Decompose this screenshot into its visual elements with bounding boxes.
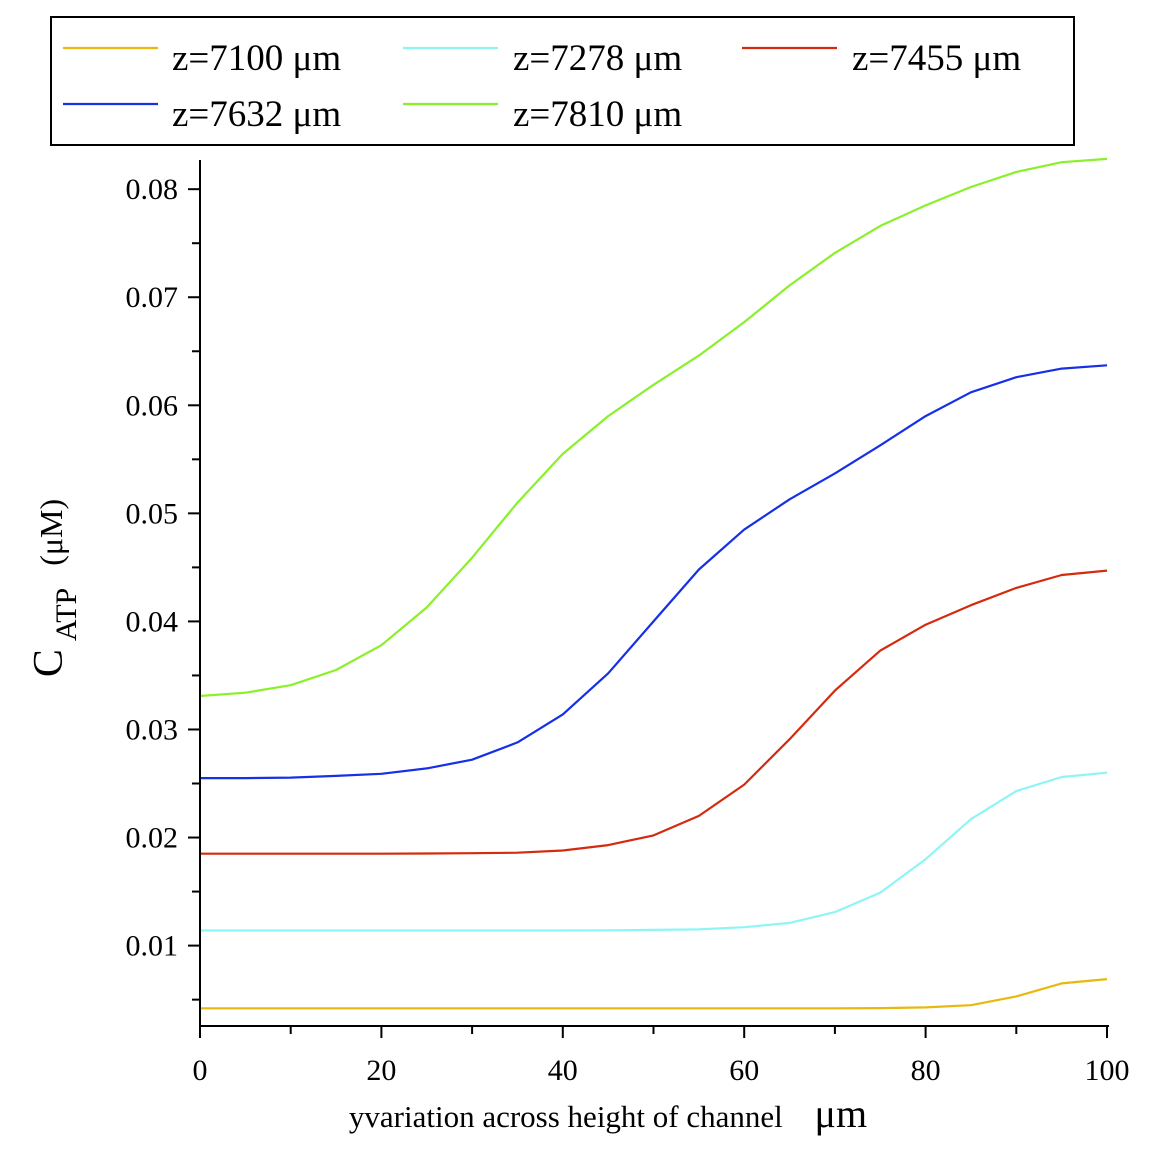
x-tick-label: 100 <box>1085 1054 1130 1087</box>
y-tick-label: 0.03 <box>126 713 179 746</box>
legend-label: z=7455 μm <box>852 38 1021 79</box>
x-tick-label: 80 <box>911 1054 941 1087</box>
x-tick-label: 60 <box>729 1054 759 1087</box>
y-axis-label: C ATP (μM) <box>26 499 83 677</box>
legend-box <box>50 16 1075 146</box>
x-tick-label: 0 <box>193 1054 208 1087</box>
y-tick-label: 0.07 <box>126 281 179 314</box>
x-tick-label: 20 <box>366 1054 396 1087</box>
x-tick-label: 40 <box>548 1054 578 1087</box>
axes: 0.01 0.02 0.03 0.04 0.05 0.06 0.07 0.08 0 20 40 60… <box>126 160 1130 1087</box>
legend-label: z=7100 μm <box>172 38 341 79</box>
y-tick-label: 0.05 <box>126 497 179 530</box>
y-tick-label: 0.04 <box>126 605 179 638</box>
series-line-5 <box>199 157 1108 698</box>
plot-lines <box>199 157 1108 1010</box>
series-line-1 <box>200 978 1108 1010</box>
y-tick-label: 0.01 <box>126 930 179 963</box>
series-line-2 <box>200 771 1108 932</box>
series-line-4 <box>200 364 1108 780</box>
y-tick-label: 0.06 <box>126 389 179 422</box>
y-tick-label: 0.02 <box>126 822 179 855</box>
y-tick-label: 0.08 <box>126 173 179 206</box>
legend-label: z=7632 μm <box>172 94 341 135</box>
legend: z=7100 μm z=7278 μm z=7455 μm z=7632 μm z=78… <box>50 16 1075 146</box>
legend-label: z=7810 μm <box>513 94 682 135</box>
x-axis-label: yvariation across height of channel μm <box>349 1091 867 1136</box>
series-line-3 <box>200 569 1108 855</box>
legend-label: z=7278 μm <box>513 38 682 79</box>
